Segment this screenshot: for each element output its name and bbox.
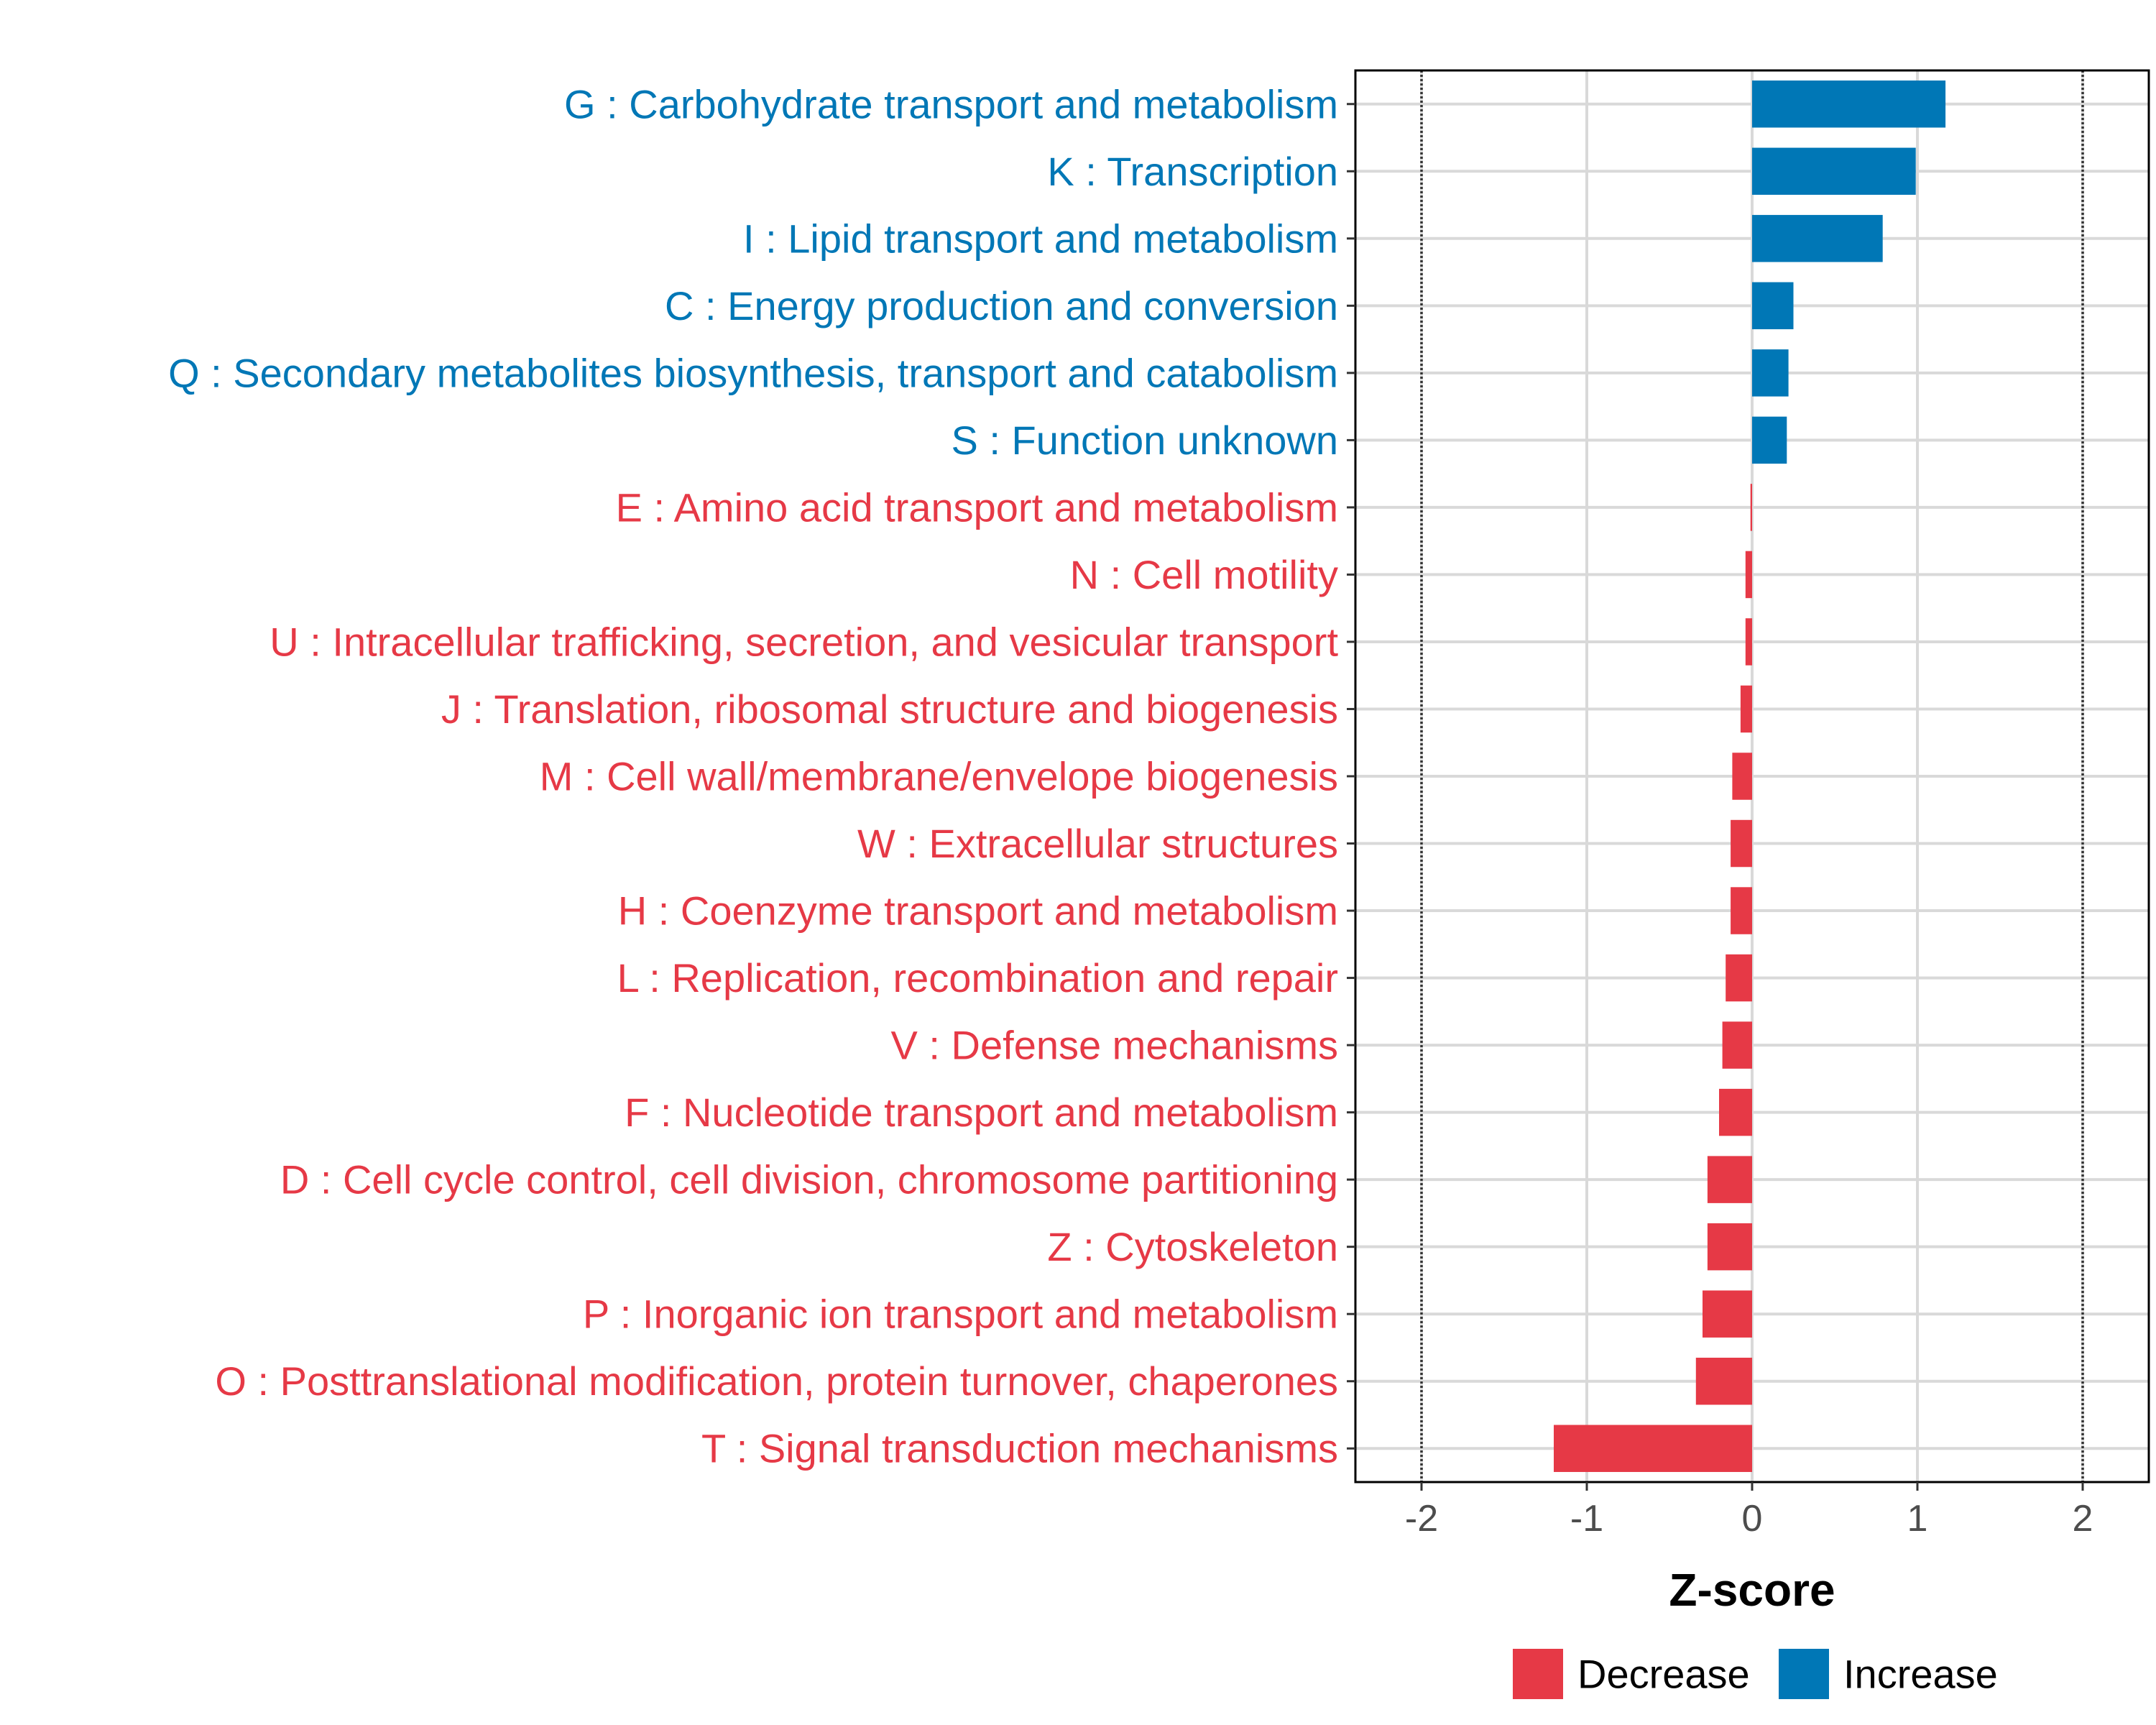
bar bbox=[1731, 819, 1752, 868]
x-tick-label: 2 bbox=[2073, 1498, 2093, 1540]
x-tick-label: -2 bbox=[1405, 1498, 1438, 1540]
category-label: M : Cell wall/membrane/envelope biogenes… bbox=[540, 754, 1338, 799]
category-label: K : Transcription bbox=[1047, 149, 1338, 194]
bar bbox=[1752, 147, 1916, 196]
bars bbox=[1554, 80, 1946, 1472]
category-label: C : Energy production and conversion bbox=[665, 283, 1338, 328]
category-label: I : Lipid transport and metabolism bbox=[743, 216, 1338, 261]
y-axis-ticks bbox=[1347, 103, 1355, 1450]
x-tick-label: 1 bbox=[1907, 1498, 1928, 1540]
category-label: H : Coenzyme transport and metabolism bbox=[618, 888, 1338, 934]
category-label: E : Amino acid transport and metabolism bbox=[616, 484, 1338, 530]
bar bbox=[1745, 618, 1752, 666]
category-label: V : Defense mechanisms bbox=[891, 1023, 1338, 1068]
bar bbox=[1707, 1156, 1752, 1203]
category-label: D : Cell cycle control, cell division, c… bbox=[280, 1157, 1338, 1202]
category-label: O : Posttranslational modification, prot… bbox=[215, 1358, 1338, 1404]
legend-swatch bbox=[1513, 1649, 1563, 1699]
category-label: G : Carbohydrate transport and metabolis… bbox=[564, 81, 1338, 126]
bar bbox=[1750, 484, 1752, 531]
category-label: F : Nucleotide transport and metabolism bbox=[625, 1090, 1338, 1135]
category-label: J : Translation, ribosomal structure and… bbox=[441, 686, 1338, 732]
legend-swatch bbox=[1779, 1649, 1829, 1699]
category-label: T : Signal transduction mechanisms bbox=[701, 1426, 1338, 1471]
bar bbox=[1752, 416, 1787, 464]
x-tick-label: 0 bbox=[1742, 1498, 1763, 1540]
legend-label: Decrease bbox=[1577, 1652, 1750, 1697]
bar bbox=[1740, 685, 1752, 733]
bar bbox=[1745, 551, 1752, 599]
bar bbox=[1719, 1088, 1752, 1136]
legend-label: Increase bbox=[1843, 1652, 1998, 1697]
bar bbox=[1752, 80, 1946, 128]
bar bbox=[1554, 1425, 1752, 1472]
category-label: N : Cell motility bbox=[1070, 552, 1338, 597]
category-label: Z : Cytoskeleton bbox=[1047, 1224, 1338, 1269]
bar bbox=[1726, 954, 1752, 1002]
bar bbox=[1695, 1357, 1752, 1405]
category-label: L : Replication, recombination and repai… bbox=[617, 955, 1338, 1000]
category-label: W : Extracellular structures bbox=[857, 821, 1338, 866]
bar bbox=[1752, 282, 1794, 330]
x-axis-ticks: -2 -1 0 1 2 bbox=[1405, 1482, 2093, 1540]
legend: Decrease Increase bbox=[1513, 1649, 1998, 1699]
category-label: S : Function unknown bbox=[951, 418, 1338, 463]
x-axis-title: Z-score bbox=[1669, 1564, 1835, 1616]
y-axis-category-labels: G : Carbohydrate transport and metabolis… bbox=[168, 81, 1338, 1471]
bar bbox=[1707, 1223, 1752, 1271]
bar bbox=[1752, 215, 1883, 262]
bar bbox=[1732, 753, 1752, 800]
category-label: U : Intracellular trafficking, secretion… bbox=[270, 619, 1338, 664]
bar bbox=[1722, 1021, 1752, 1069]
bar bbox=[1731, 887, 1752, 934]
category-label: P : Inorganic ion transport and metaboli… bbox=[583, 1292, 1338, 1337]
bar bbox=[1752, 349, 1789, 397]
category-label: Q : Secondary metabolites biosynthesis, … bbox=[168, 350, 1338, 395]
x-tick-label: -1 bbox=[1570, 1498, 1603, 1540]
bar bbox=[1703, 1290, 1752, 1338]
